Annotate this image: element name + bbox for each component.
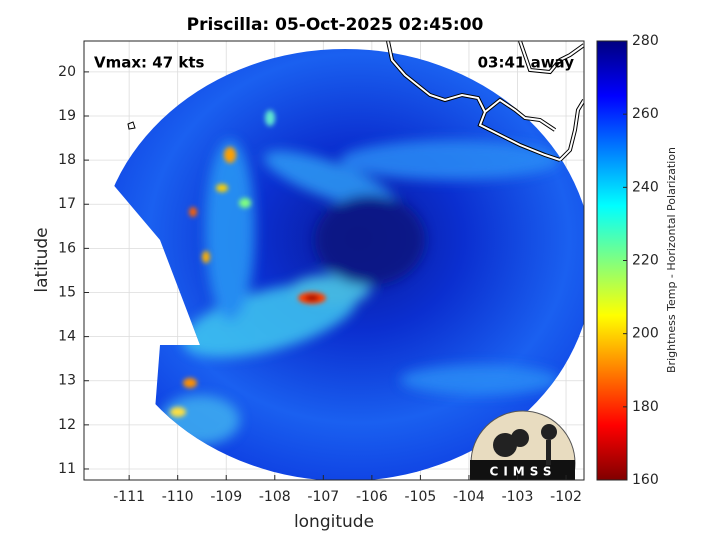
x-tick-label: -105	[405, 489, 437, 505]
colorbar	[596, 40, 628, 481]
x-tick-label: -108	[259, 489, 291, 505]
x-tick-label: -109	[210, 489, 242, 505]
x-tick-label: -102	[550, 489, 582, 505]
y-tick-label: 20	[58, 64, 76, 80]
y-tick-label: 15	[58, 284, 76, 300]
x-axis-label: longitude	[294, 512, 374, 532]
x-tick-label: -110	[162, 489, 194, 505]
y-axis-label: latitude	[32, 227, 52, 292]
x-tick-label: -107	[307, 489, 339, 505]
y-tick-label: 11	[58, 461, 76, 477]
y-tick-label: 16	[58, 240, 76, 256]
y-tick-label: 12	[58, 417, 76, 433]
x-tick-label: -104	[453, 489, 485, 505]
x-tick-label: -106	[356, 489, 388, 505]
colorbar-tick-label: 280	[632, 33, 659, 49]
colorbar-label: Brightness Temp - Horizontal Polarizatio…	[665, 147, 678, 373]
x-tick-label: -111	[113, 489, 145, 505]
annotation: Vmax: 47 kts	[94, 54, 204, 72]
coastline	[127, 41, 584, 162]
chart-title: Priscilla: 05-Oct-2025 02:45:00	[187, 15, 484, 35]
x-tick-label: -103	[502, 489, 534, 505]
y-tick-label: 18	[58, 152, 76, 168]
y-tick-label: 17	[58, 196, 76, 212]
imagery	[105, 41, 584, 480]
logo	[470, 410, 576, 480]
y-tick-label: 13	[58, 373, 76, 389]
colorbar-tick-label: 260	[632, 106, 659, 122]
colorbar-tick-label: 200	[632, 326, 659, 342]
colorbar-tick-label: 160	[632, 472, 659, 488]
colorbar-tick-label: 240	[632, 179, 659, 195]
colorbar-tick-label: 220	[632, 253, 659, 269]
y-tick-label: 19	[58, 108, 76, 124]
y-tick-label: 14	[58, 329, 76, 345]
colorbar-tick-label: 180	[632, 399, 659, 415]
logo-text: CIMSS	[490, 465, 557, 479]
annotation: 03:41 away	[478, 54, 575, 72]
